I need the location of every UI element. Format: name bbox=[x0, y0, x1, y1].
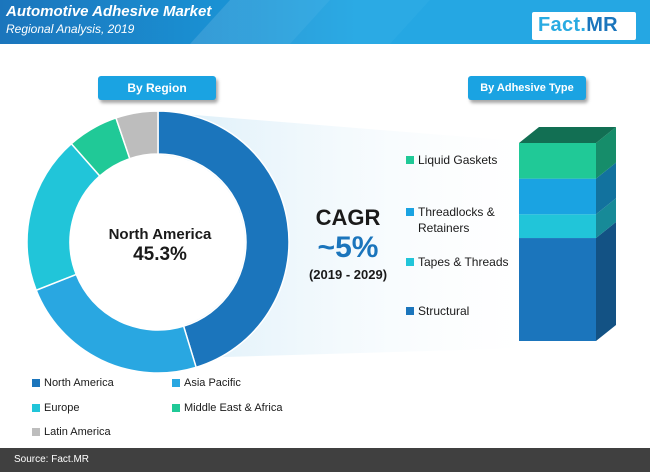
tab-by-adhesive-type: By Adhesive Type bbox=[468, 76, 586, 100]
legend-swatch bbox=[406, 307, 414, 315]
logo-text-fact: Fact. bbox=[538, 14, 587, 36]
source-text: Source: Fact.MR bbox=[14, 454, 90, 465]
stack-segment-liquid-gaskets bbox=[519, 143, 596, 179]
stack-side-liquid-gaskets bbox=[596, 127, 616, 179]
cagr-period: (2019 - 2029) bbox=[308, 267, 388, 282]
footer: Source: Fact.MR bbox=[0, 448, 650, 472]
header-banner bbox=[0, 0, 650, 44]
legend-swatch bbox=[32, 404, 40, 412]
legend-item-tapes-and-threads: Tapes & Threads bbox=[406, 254, 526, 270]
stack-segment-structural bbox=[519, 238, 596, 341]
legend-label: North America bbox=[44, 377, 114, 389]
stacked-bar-chart bbox=[519, 127, 616, 341]
factmr-logo: Fact.MR bbox=[532, 12, 636, 40]
legend-item-liquid-gaskets: Liquid Gaskets bbox=[406, 152, 526, 168]
chart-canvas bbox=[26, 110, 616, 374]
legend-label: Asia Pacific bbox=[184, 377, 241, 389]
donut-slice-latin-america bbox=[115, 110, 159, 160]
legend-swatch bbox=[32, 379, 40, 387]
cagr-label: CAGR bbox=[315, 205, 381, 230]
donut-slice-north-america bbox=[157, 110, 290, 369]
stack-segment-threadlocks-and-retainers bbox=[519, 178, 596, 215]
legend-swatch bbox=[32, 428, 40, 436]
legend-swatch bbox=[172, 404, 180, 412]
legend-item-structural: Structural bbox=[406, 303, 526, 319]
stack-side-threadlocks-and-retainers bbox=[596, 162, 616, 215]
legend-label: Threadlocks & Retainers bbox=[418, 205, 495, 235]
legend-label: Europe bbox=[44, 402, 80, 414]
tab-by-region: By Region bbox=[98, 76, 216, 100]
legend-swatch bbox=[406, 258, 414, 266]
legend-label: Latin America bbox=[44, 426, 111, 438]
donut-hole bbox=[71, 155, 245, 329]
legend-swatch bbox=[406, 156, 414, 164]
legend-label: Tapes & Threads bbox=[418, 255, 509, 269]
logo-text-mr: MR bbox=[586, 14, 618, 36]
chart-subtitle: Regional Analysis, 2019 bbox=[6, 22, 135, 36]
legend-label: Liquid Gaskets bbox=[418, 153, 498, 167]
stack-segment-tapes-and-threads bbox=[519, 214, 596, 239]
cagr-callout: CAGR ~5% (2019 - 2029) bbox=[282, 205, 414, 282]
center-region-value: 45.3% bbox=[133, 244, 187, 265]
legend-item-latin-america: Latin America bbox=[32, 426, 111, 438]
legend-item-europe: Europe bbox=[32, 402, 79, 414]
chart-title: Automotive Adhesive Market bbox=[6, 3, 212, 20]
center-region-name: North America bbox=[108, 226, 212, 243]
header: Automotive Adhesive Market Regional Anal… bbox=[0, 0, 650, 44]
legend-item-middle-east-and-africa: Middle East & Africa bbox=[172, 402, 282, 414]
legend-item-threadlocks-and-retainers: Threadlocks & Retainers bbox=[406, 204, 526, 236]
cagr-value: ~5% bbox=[317, 231, 379, 264]
donut-center-label: North America 45.3% bbox=[78, 226, 242, 266]
stack-top-face bbox=[519, 127, 616, 143]
donut-chart bbox=[26, 110, 290, 374]
legend-swatch bbox=[406, 208, 414, 216]
legend-swatch bbox=[172, 379, 180, 387]
legend-label: Middle East & Africa bbox=[184, 402, 283, 414]
legend-item-asia-pacific: Asia Pacific bbox=[172, 377, 241, 389]
stack-side-structural bbox=[596, 222, 616, 341]
stack-side-tapes-and-threads bbox=[596, 198, 616, 239]
legend-item-north-america: North America bbox=[32, 377, 114, 389]
legend-label: Structural bbox=[418, 304, 470, 318]
